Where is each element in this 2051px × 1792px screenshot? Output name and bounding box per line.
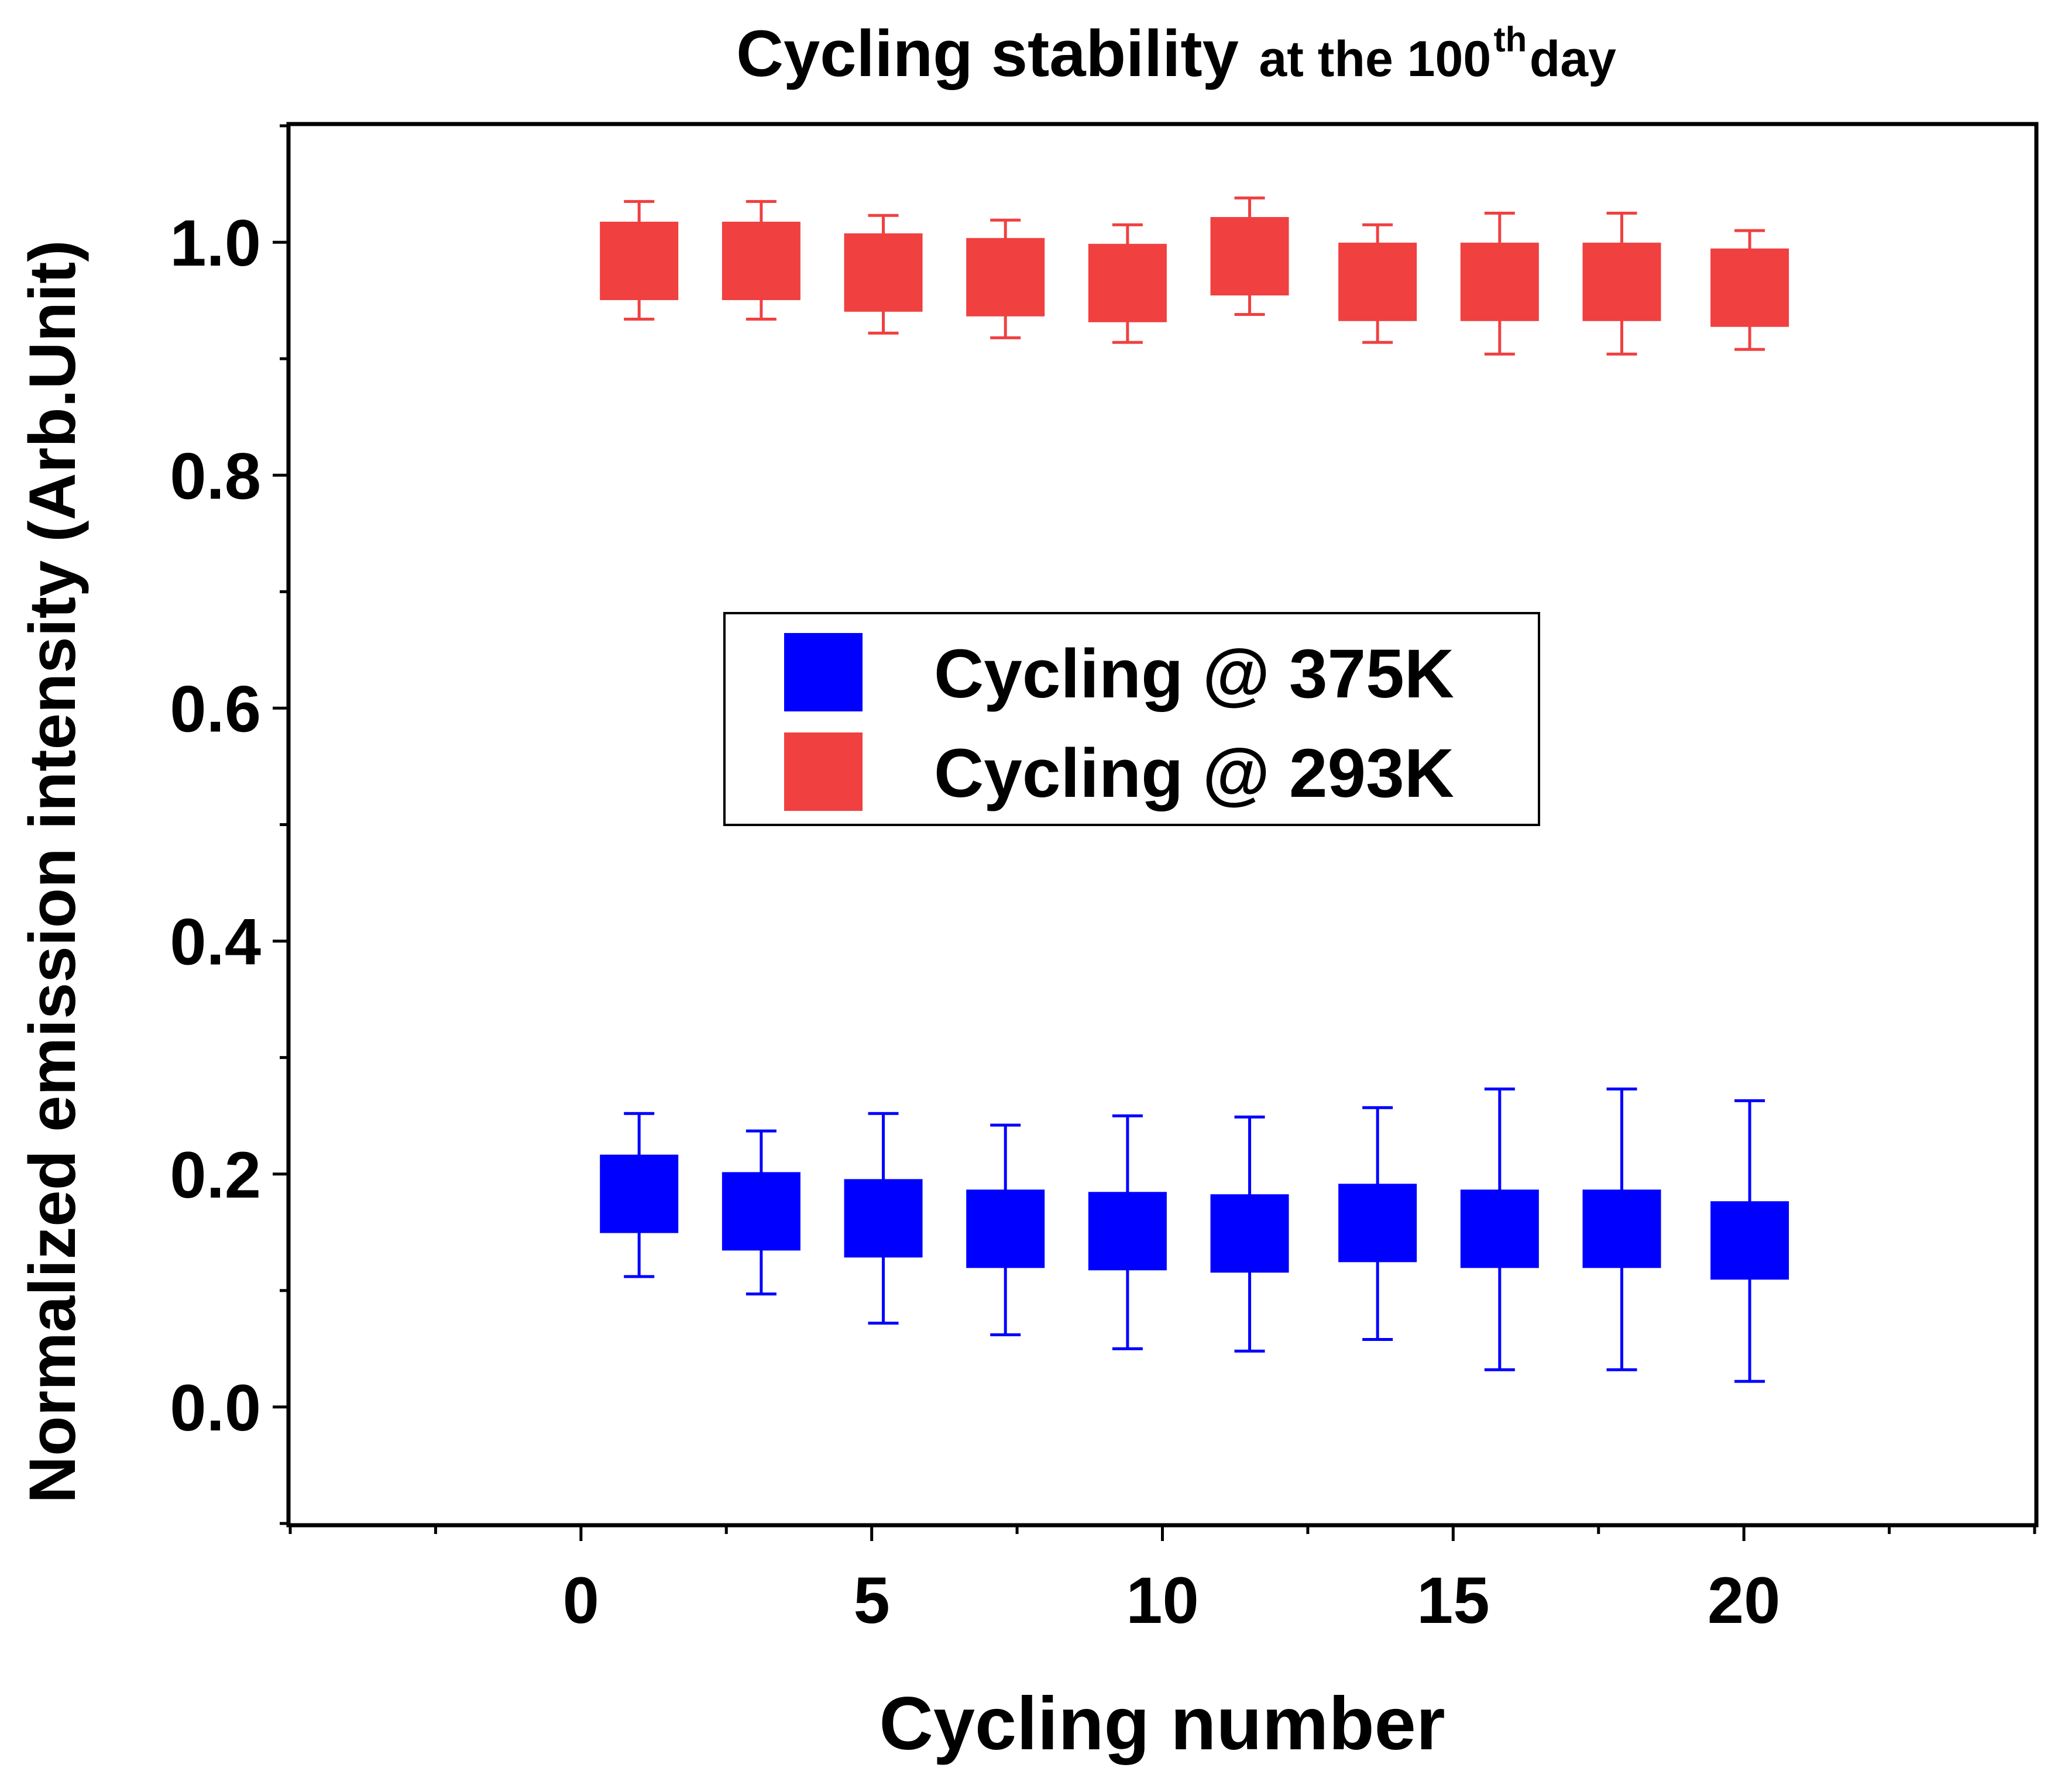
x-tick-label: 10 xyxy=(1126,1564,1199,1637)
data-point-375k xyxy=(722,1172,801,1251)
y-tick-label: 1.0 xyxy=(170,207,261,280)
data-point-375k xyxy=(1088,1192,1167,1271)
x-tick-label: 5 xyxy=(854,1564,890,1637)
data-point-293k xyxy=(844,233,923,312)
data-point-293k xyxy=(1088,243,1167,322)
data-point-293k xyxy=(966,238,1045,317)
data-point-293k xyxy=(1460,242,1539,321)
legend-swatch-375k xyxy=(784,633,863,711)
data-point-293k xyxy=(722,221,801,300)
y-tick-label: 0.8 xyxy=(170,439,261,513)
y-tick-label: 0.4 xyxy=(170,906,261,979)
legend-label-375k: Cycling @ 375K xyxy=(934,635,1454,713)
data-point-375k xyxy=(1582,1189,1661,1268)
legend: Cycling @ 375K Cycling @ 293K xyxy=(723,612,1540,826)
data-point-293k xyxy=(600,221,679,300)
x-tick-label: 0 xyxy=(563,1564,599,1637)
x-axis-label: Cycling number xyxy=(879,1682,1445,1766)
data-point-293k xyxy=(1582,242,1661,321)
data-point-375k xyxy=(1338,1184,1417,1263)
data-point-375k xyxy=(1210,1194,1289,1273)
data-point-375k xyxy=(1710,1201,1789,1280)
data-point-293k xyxy=(1210,216,1289,295)
legend-label-293k: Cycling @ 293K xyxy=(934,735,1454,812)
data-point-375k xyxy=(1460,1189,1539,1268)
data-point-293k xyxy=(1710,248,1789,327)
x-tick-label: 15 xyxy=(1417,1564,1490,1637)
data-point-375k xyxy=(966,1189,1045,1268)
y-tick-label: 0.0 xyxy=(170,1371,261,1444)
y-tick-label: 0.6 xyxy=(170,672,261,745)
axes: 0 5 10 15 20 0.0 0.2 0.4 0.6 0.8 1.0 xyxy=(170,124,2036,1637)
legend-swatch-293k xyxy=(784,732,863,811)
data-markers xyxy=(600,216,1789,1280)
y-axis-label: Normalized emission intensity (Arb.Unit) xyxy=(16,240,89,1503)
y-tick-label: 0.2 xyxy=(170,1139,261,1212)
data-point-375k xyxy=(844,1179,923,1258)
x-tick-label: 20 xyxy=(1708,1564,1781,1637)
data-point-375k xyxy=(600,1154,679,1233)
chart-title: Cycling stability at the 100 th day xyxy=(736,17,1616,90)
data-point-293k xyxy=(1338,242,1417,321)
